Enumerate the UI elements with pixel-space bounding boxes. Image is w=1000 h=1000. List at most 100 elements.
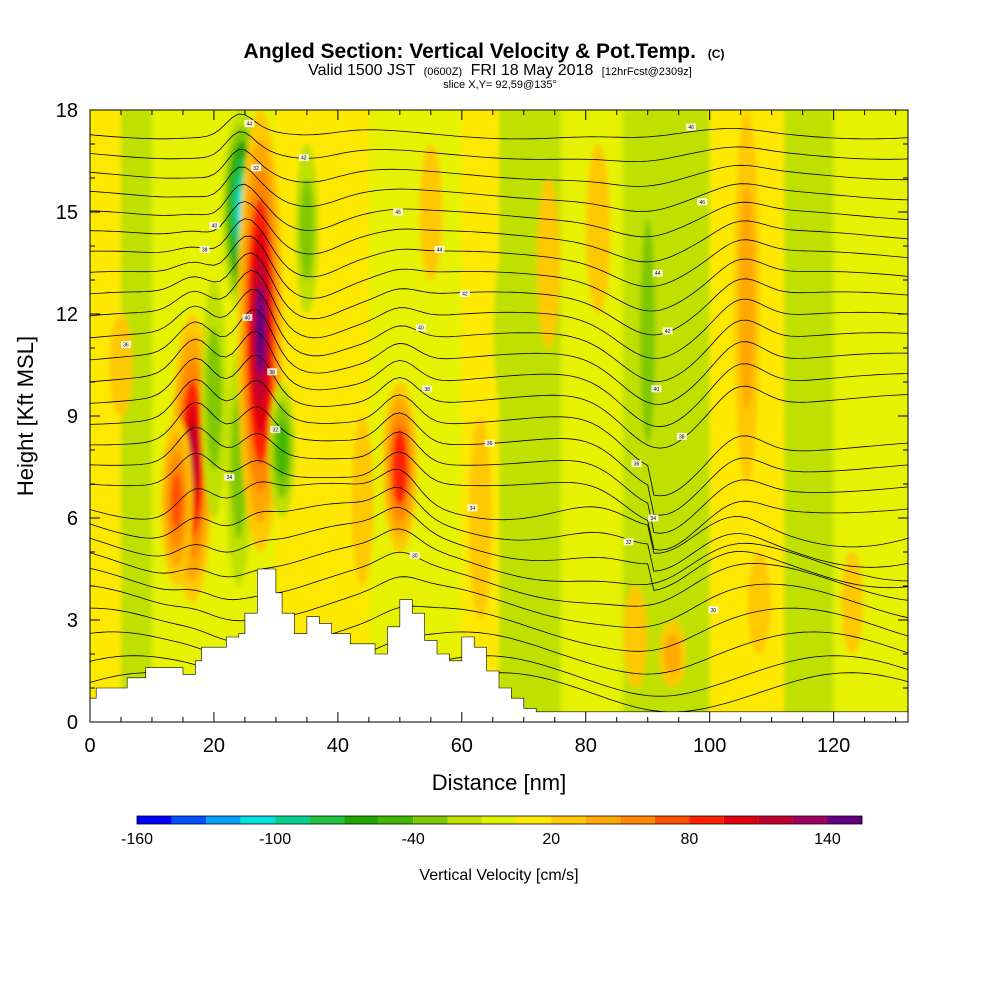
y-tick-label: 15 [56,202,78,224]
x-tick-label: 40 [327,735,349,757]
contour-label-text: 42 [665,329,671,335]
contour-label-text: 32 [253,166,259,172]
velocity-contour-fill [739,184,755,410]
colorbar-swatch [344,816,379,824]
theta-contour [90,288,908,382]
contour-label: 42 [298,154,309,162]
x-tick-label: 60 [451,735,473,757]
velocity-contour-fill [498,280,513,382]
contour-label-text: 42 [462,292,468,298]
theta-contour [90,149,908,187]
velocity-cell [537,178,561,348]
colorbar-swatch [378,816,414,824]
y-tick-label: 18 [56,100,78,122]
y-tick-label: 12 [56,304,78,326]
velocity-cell [382,382,418,552]
subtitle-date: FRI 18 May 2018 [471,62,594,79]
contour-label: 38 [422,385,433,393]
chart-title: Angled Section: Vertical Velocity & Pot.… [244,40,696,63]
theta-contour [90,487,908,572]
contour-label-text: 34 [651,516,657,522]
contour-label: 44 [434,245,445,253]
contour-label-text: 36 [487,441,493,447]
contour-label-text: 38 [424,387,430,393]
velocity-cell [419,144,443,280]
y-tick-label: 9 [67,406,78,428]
contour-label-text: 40 [418,326,424,332]
contour-labels: 44 42 32 40 38 40 38 32 34 46 44 42 40 36 38 36 34 30 46 46… [120,120,719,614]
contour-label-text: 40 [245,315,251,321]
colorbar [136,815,863,825]
colorbar-tick-label: 80 [680,831,698,848]
contour-label-text: 36 [634,462,640,468]
colorbar-swatch [240,816,276,824]
velocity-cell [294,144,319,314]
x-axis: 0 20 40 60 80 100 120 [84,110,897,757]
contour-label-text: 38 [679,434,685,440]
contour-label: 40 [651,385,662,393]
contour-label: 34 [648,514,659,522]
x-tick-label: 20 [203,735,225,757]
theta-contour [90,252,908,336]
theta-contour [90,451,908,551]
contour-label: 36 [120,341,131,349]
contour-label: 30 [708,606,719,614]
velocity-band [784,110,834,722]
velocity-cell [733,110,760,484]
contour-label-text: 34 [470,506,476,512]
x-tick-label: 100 [693,735,726,757]
plot-area: 44 42 32 40 38 40 38 32 34 46 44 42 40 36 38 36 34 30 46 46… [90,110,908,722]
contour-label-text: 40 [212,224,218,230]
contour-label: 36 [631,460,642,468]
colorbar-swatch [758,816,793,824]
velocity-cell [659,620,686,688]
theta-contour [90,218,908,288]
x-tick-label: 80 [575,735,597,757]
contour-label: 44 [652,269,663,277]
contour-label: 38 [199,245,210,253]
y-tick-label: 6 [67,508,78,530]
contour-label-text: 46 [699,200,705,206]
velocity-band [120,110,152,722]
velocity-contour-fill [590,178,606,280]
colorbar-tick-label: 140 [814,831,841,848]
contour-label-text: 34 [227,475,233,481]
contour-label: 32 [623,538,634,546]
contour-label: 46 [686,123,697,131]
velocity-contour-fill [299,178,315,280]
contour-label: 36 [484,439,495,447]
velocity-cell [493,246,517,416]
contour-label-text: 44 [246,122,252,128]
contour-label: 40 [415,324,426,332]
contour-label: 30 [409,551,420,559]
colorbar-swatch [689,816,724,824]
theta-contour [90,183,908,238]
theta-contour [90,235,908,312]
contour-label-text: 36 [123,343,129,349]
colorbar-swatch [482,816,517,824]
theta-contour [90,468,908,554]
velocity-contour-fill [395,443,405,491]
theta-contour [90,200,908,263]
theta-contour [90,507,908,591]
colorbar-label: Vertical Velocity [cm/s] [419,867,578,884]
colorbar-swatch [137,816,172,824]
contour-label: 42 [662,327,673,335]
velocity-cell [623,586,648,688]
theta-contour [90,378,908,497]
contour-label-text: 30 [711,608,717,614]
velocity-contour-fill [541,212,556,314]
colorbar-swatch [309,816,345,824]
theta-contour [90,309,908,405]
colorbar-swatch [620,816,655,824]
chart-title-unit: (C) [708,47,725,61]
potential-temperature-contours [90,113,908,713]
y-tick-label: 3 [67,610,78,632]
colorbar-frame [136,815,863,825]
contour-label-text: 42 [301,156,307,162]
colorbar-swatch [792,816,828,824]
subtitle-forecast: [12hrFcst@2309z] [602,66,692,78]
velocity-contour-fill [423,171,438,253]
